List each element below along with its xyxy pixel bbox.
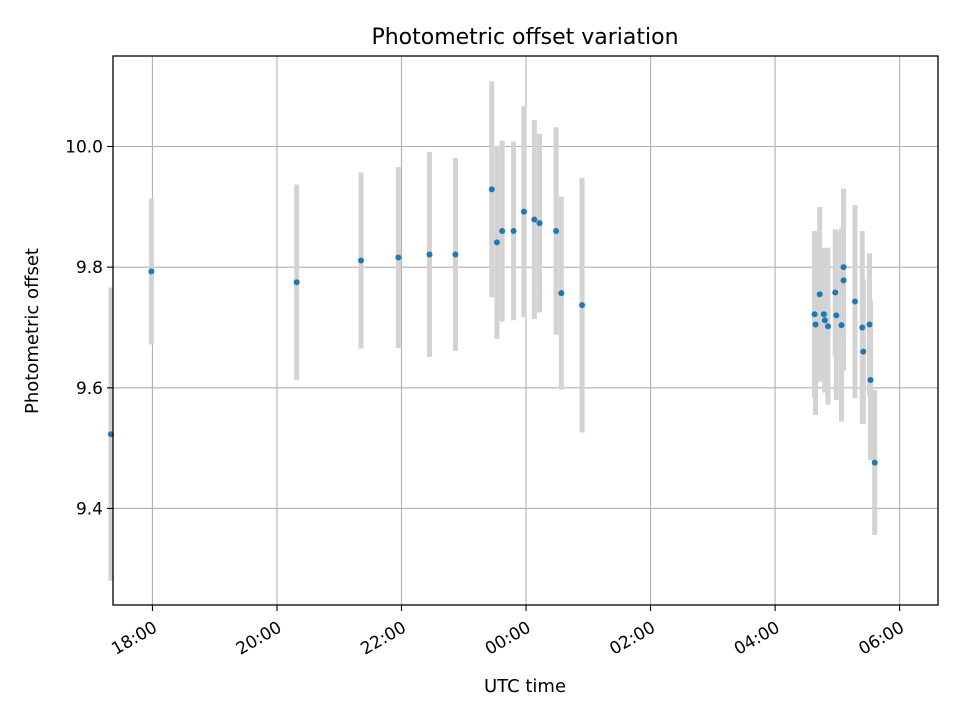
- data-points: [107, 186, 878, 466]
- data-point: [395, 254, 402, 261]
- y-tick-label: 10.0: [65, 137, 103, 157]
- data-point: [860, 348, 867, 355]
- data-point: [851, 298, 858, 305]
- data-point: [840, 277, 847, 284]
- data-point: [871, 459, 878, 466]
- data-point: [148, 268, 155, 275]
- data-point: [493, 239, 500, 246]
- chart-title: Photometric offset variation: [371, 25, 678, 50]
- x-axis-label: UTC time: [484, 676, 566, 697]
- data-point: [867, 376, 874, 383]
- data-point: [531, 216, 538, 223]
- data-point: [838, 322, 845, 329]
- data-point: [358, 257, 365, 264]
- data-point: [426, 251, 433, 258]
- data-point: [811, 311, 818, 318]
- y-tick-label: 9.4: [76, 499, 103, 519]
- y-axis-label: Photometric offset: [22, 248, 43, 414]
- data-point: [840, 264, 847, 271]
- data-point: [833, 312, 840, 319]
- data-point: [510, 227, 517, 234]
- data-point: [825, 323, 831, 330]
- data-point: [866, 321, 873, 328]
- y-tick-label: 9.6: [76, 379, 103, 399]
- data-point: [832, 289, 839, 296]
- data-point: [558, 290, 565, 297]
- data-point: [821, 317, 828, 324]
- y-axis-ticks: 9.4 9.6 9.8 10.0: [65, 137, 113, 519]
- data-point: [820, 311, 827, 318]
- data-point: [579, 302, 586, 309]
- data-point: [452, 251, 459, 258]
- data-point: [859, 324, 866, 331]
- data-point: [293, 279, 300, 286]
- data-point: [553, 227, 560, 234]
- data-point: [812, 321, 819, 328]
- data-point: [520, 208, 527, 215]
- data-point: [488, 186, 495, 193]
- data-point: [816, 291, 823, 298]
- data-point: [536, 220, 543, 227]
- y-tick-label: 9.8: [76, 258, 103, 278]
- data-point: [499, 227, 506, 234]
